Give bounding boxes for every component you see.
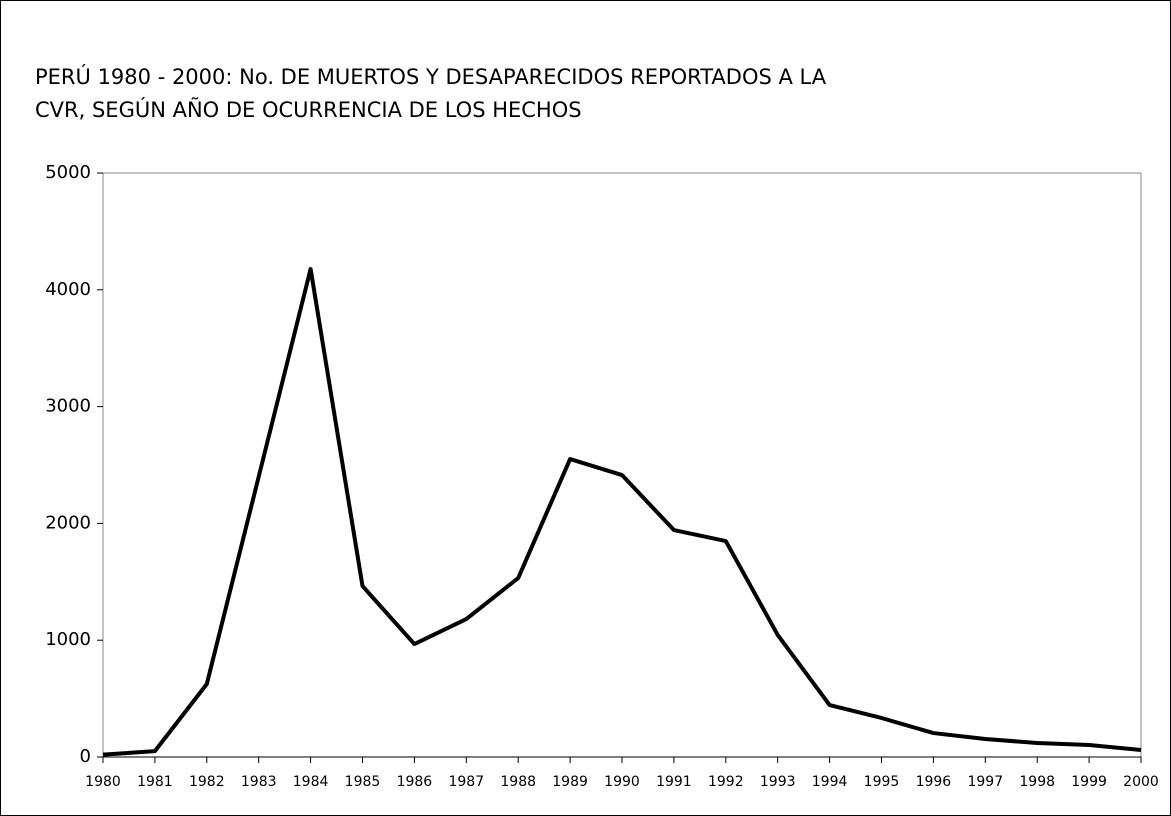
x-tick-label: 1999 [1071, 774, 1107, 790]
chart-title: PERÚ 1980 - 2000: No. DE MUERTOS Y DESAP… [35, 64, 827, 89]
y-tick-label: 0 [80, 746, 91, 767]
x-tick-label: 1994 [812, 774, 848, 790]
y-tick-label: 4000 [45, 279, 91, 300]
data-line [102, 267, 1142, 757]
x-tick-label: 1992 [708, 774, 744, 790]
x-tick-label: 1980 [85, 774, 121, 790]
chart-title: CVR, SEGÚN AÑO DE OCURRENCIA DE LOS HECH… [35, 96, 582, 122]
y-tick-label: 5000 [45, 162, 91, 183]
x-tick-label: 1982 [189, 774, 225, 790]
x-tick-label: 1990 [604, 774, 640, 790]
x-tick-label: 1983 [241, 774, 277, 790]
x-tick-label: 1988 [500, 774, 536, 790]
x-tick-label: 1993 [760, 774, 796, 790]
y-tick-label: 1000 [45, 629, 91, 650]
x-tick-label: 1985 [345, 774, 381, 790]
x-tick-label: 1981 [137, 774, 173, 790]
x-tick-label: 1995 [864, 774, 900, 790]
x-tick-label: 2000 [1123, 774, 1159, 790]
x-tick-label: 1989 [552, 774, 588, 790]
x-tick-label: 1986 [397, 774, 433, 790]
x-tick-label: 1997 [967, 774, 1003, 790]
y-tick-label: 3000 [45, 396, 91, 417]
plot-area [102, 172, 1142, 758]
x-tick-label: 1996 [916, 774, 952, 790]
x-tick-label: 1991 [656, 774, 692, 790]
x-tick-label: 1998 [1019, 774, 1055, 790]
x-tick-label: 1987 [448, 774, 484, 790]
y-tick-label: 2000 [45, 512, 91, 533]
x-tick-label: 1984 [293, 774, 329, 790]
